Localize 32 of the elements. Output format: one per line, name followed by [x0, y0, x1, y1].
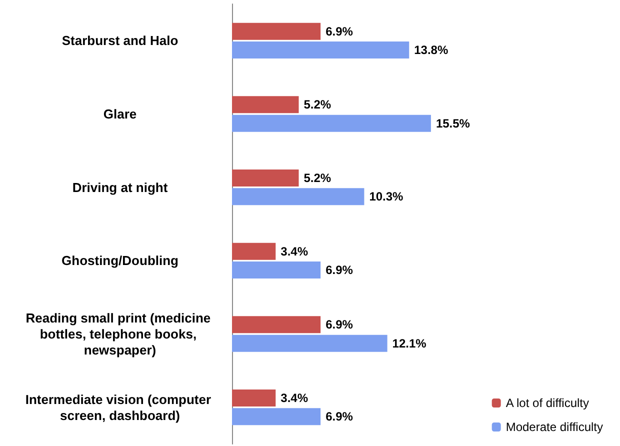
bar — [232, 169, 299, 186]
bar — [232, 316, 321, 334]
data-label: 12.1% — [392, 336, 427, 350]
legend-label: Moderate difficulty — [506, 420, 604, 434]
bar — [232, 242, 276, 260]
legend-label: A lot of difficulty — [506, 396, 589, 410]
y-tick-label: Glare — [103, 106, 137, 122]
data-label: 6.9% — [326, 24, 354, 38]
data-label: 5.2% — [304, 170, 332, 185]
bar — [232, 42, 410, 59]
y-tick-label: Starburst and Halo — [62, 33, 178, 48]
data-label: 3.4% — [280, 244, 308, 258]
data-label: 10.3% — [369, 190, 404, 204]
bar — [232, 408, 321, 426]
y-tick-label: Reading small print (medicine bottles, telephone books, newspaper) — [26, 310, 214, 358]
bar — [232, 188, 364, 206]
data-label: 13.8% — [414, 43, 448, 58]
bar — [232, 334, 388, 352]
y-tick-label: Ghosting/Doubling — [62, 253, 179, 268]
data-label: 3.4% — [280, 390, 308, 405]
data-label: 5.2% — [304, 98, 332, 112]
bar — [232, 114, 431, 132]
bar — [232, 262, 321, 279]
y-tick-label: Driving at night — [72, 180, 168, 195]
data-label: 6.9% — [326, 318, 354, 332]
data-label: 6.9% — [326, 410, 354, 424]
bar — [232, 96, 299, 114]
data-label: 6.9% — [326, 263, 354, 278]
y-tick-label: Intermediate vision (computer screen, dashboard) — [25, 392, 215, 423]
data-label: 15.5% — [436, 116, 470, 130]
bar — [232, 389, 276, 406]
bar — [232, 22, 321, 40]
